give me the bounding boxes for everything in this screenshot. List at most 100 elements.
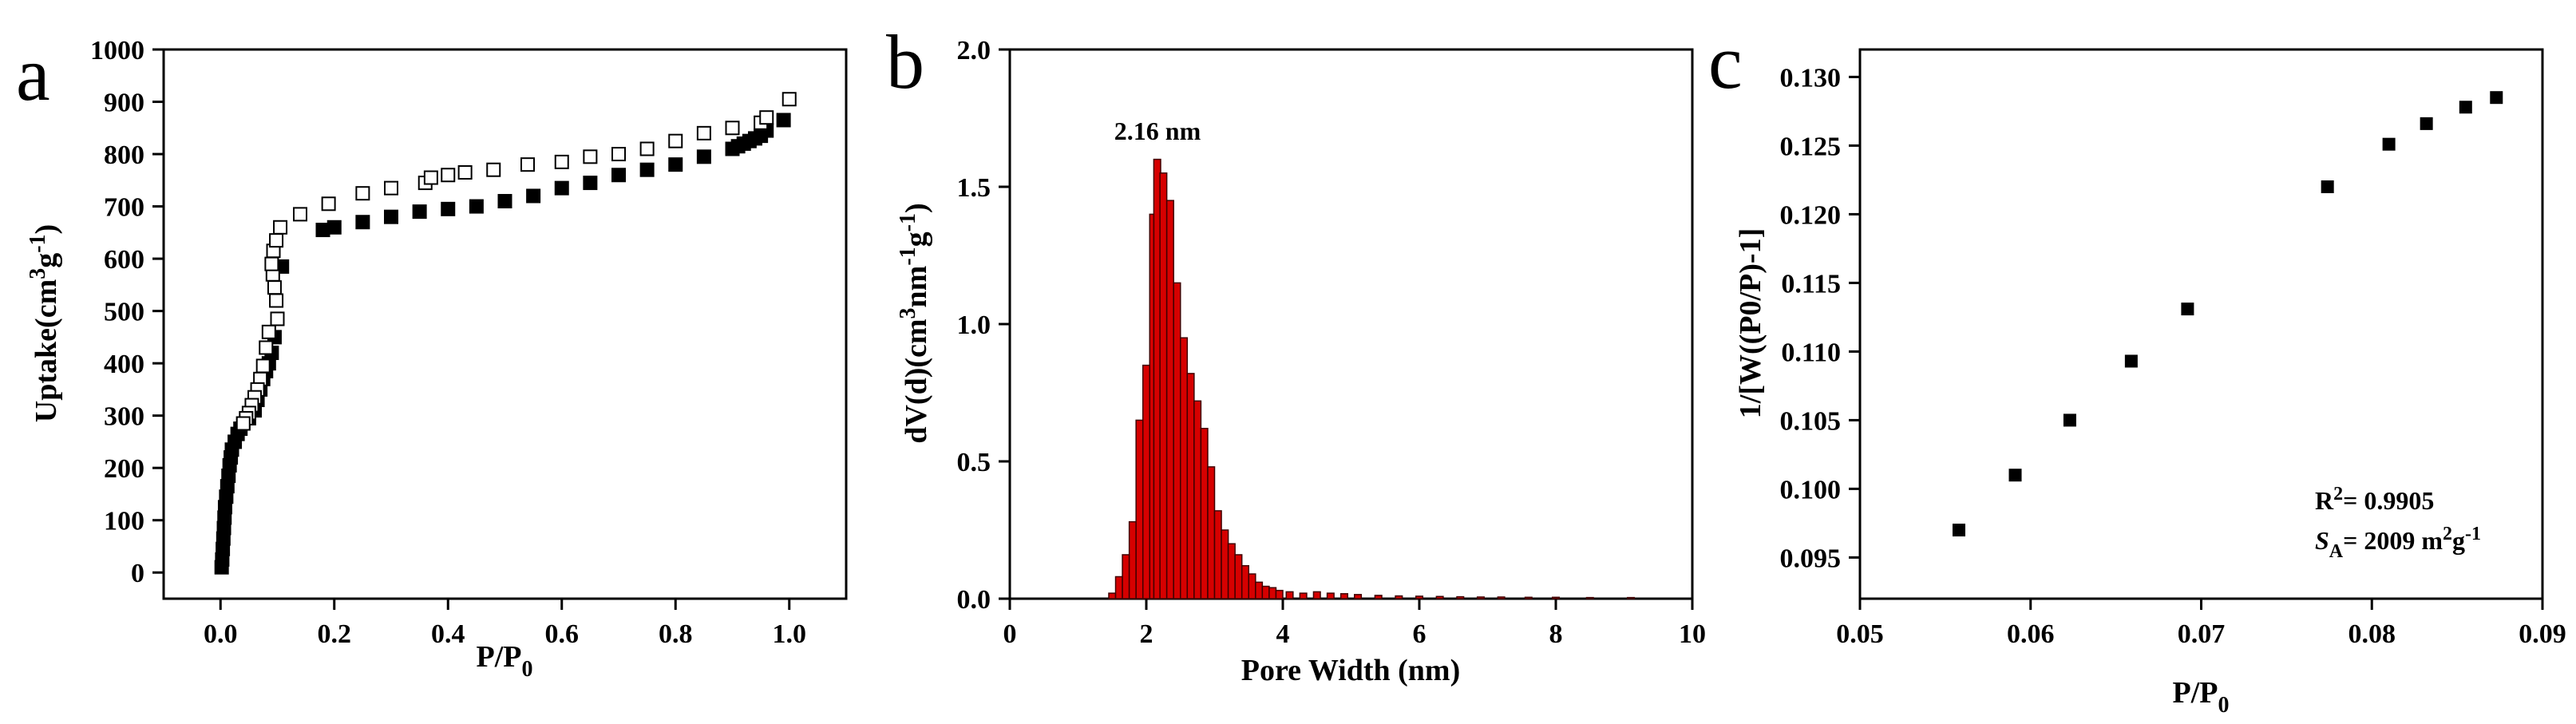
panel-0-x-tick-label: 0.8: [659, 619, 693, 649]
desorption-point: [273, 220, 288, 235]
pore-distribution-bar: [1221, 529, 1229, 599]
panel-b-pore-size-chart: b 0 2 4 6 8 10 0.0 0.5 1.0 1.5 2.0 2.16 nm Pore Wi…: [886, 19, 1706, 687]
desorption-point: [264, 256, 279, 271]
panel-0-x-tick-label: 0.4: [431, 619, 465, 649]
pore-distribution-bar: [1551, 596, 1561, 599]
panel-b-ticks: 0 2 4 6 8 10 0.0 0.5 1.0 1.5 2.0: [957, 36, 1707, 649]
pore-distribution-bar: [1241, 564, 1249, 599]
panel-2-x-tick-label: 0.06: [2007, 619, 2055, 649]
panel-c-x-axis-title: P/P0: [2173, 676, 2230, 718]
pore-distribution-bar: [1165, 200, 1174, 599]
bet-data-point: [2382, 137, 2396, 151]
desorption-point: [270, 311, 285, 326]
panel-0-y-tick-label: 700: [104, 193, 144, 223]
adsorption-point: [776, 113, 791, 128]
pore-distribution-bar: [1354, 594, 1363, 599]
desorption-point: [554, 154, 569, 169]
panel-a-ticks: 0.0 0.2 0.4 0.6 0.8 1.0 0 100 200 300 400 500 600 700…: [90, 36, 806, 649]
bet-data-point: [2124, 354, 2138, 368]
bet-data-point: [2063, 413, 2076, 427]
panel-0-y-tick-label: 1000: [90, 36, 144, 65]
pore-distribution-bar: [1207, 466, 1216, 599]
pore-distribution-bar: [1108, 592, 1117, 599]
desorption-point: [639, 141, 655, 156]
desorption-point: [423, 170, 438, 185]
desorption-point: [293, 207, 307, 222]
panel-2-y-tick-label: 0.125: [1780, 132, 1842, 161]
desorption-point: [384, 180, 398, 196]
panel-a-letter: a: [16, 31, 50, 117]
pore-distribution-bar: [1339, 593, 1348, 599]
pore-distribution-bar: [1186, 373, 1195, 599]
pore-distribution-bar: [1193, 400, 1202, 599]
panel-c-bet-plot: c 0.05 0.06 0.07 0.08 0.09 0.095 0.100 0.105 0.1…: [1708, 19, 2566, 718]
panel-2-y-tick-label: 0.095: [1780, 544, 1842, 573]
desorption-point: [261, 324, 276, 339]
panel-0-y-tick-label: 400: [104, 350, 144, 379]
desorption-point: [321, 196, 336, 212]
desorption-point: [611, 147, 626, 162]
pore-distribution-bar: [1159, 172, 1168, 599]
panel-1-x-tick-label: 2: [1140, 619, 1153, 649]
panel-a-isotherm-chart: a 0.0 0.2 0.4 0.6 0.8 1.0 0 100 200 300 400 500 600 7…: [16, 31, 848, 682]
pore-distribution-bar: [1128, 520, 1137, 599]
desorption-point: [269, 233, 284, 248]
panel-2-y-tick-label: 0.100: [1780, 475, 1842, 504]
panel-2-x-tick-label: 0.07: [2178, 619, 2226, 649]
desorption-point: [486, 162, 501, 177]
panel-c-y-axis-title: 1/[W((P0/P)-1]: [1734, 228, 1767, 418]
adsorption-point: [583, 176, 598, 191]
panel-2-x-tick-label: 0.09: [2519, 619, 2566, 649]
desorption-point: [782, 92, 797, 107]
panel-0-x-tick-label: 0.2: [318, 619, 352, 649]
panel-1-y-tick-label: 1.0: [957, 311, 991, 340]
desorption-point: [441, 168, 456, 183]
panel-0-x-tick-label: 0.0: [204, 619, 238, 649]
pore-distribution-bar: [1415, 595, 1424, 599]
panel-b-peak-label: 2.16 nm: [1114, 117, 1201, 145]
panel-2-y-tick-label: 0.110: [1781, 338, 1841, 367]
pore-distribution-bar: [1326, 592, 1335, 599]
desorption-point: [235, 416, 251, 431]
panel-1-x-tick-label: 0: [1003, 619, 1017, 649]
adsorption-point: [355, 215, 370, 230]
adsorption-point: [469, 199, 484, 214]
panel-0-y-tick-label: 600: [104, 245, 144, 275]
desorption-point: [668, 133, 683, 148]
pore-distribution-bar: [1122, 554, 1130, 599]
pore-distribution-bar: [1435, 595, 1444, 599]
panel-0-y-tick-label: 200: [104, 454, 144, 484]
desorption-point: [355, 186, 370, 201]
pore-distribution-bar: [1261, 585, 1270, 599]
panel-0-y-tick-label: 800: [104, 140, 144, 170]
panel-a-plot-frame: [162, 48, 848, 600]
adsorption-point: [497, 194, 512, 209]
panel-c-plot-frame: [1858, 48, 2544, 600]
panel-b-bars: [1108, 158, 1636, 599]
bet-data-point: [2420, 117, 2433, 130]
panel-b-y-axis-title: dV(d)(cm3nm-1g-1): [896, 203, 933, 443]
adsorption-point: [554, 180, 569, 196]
pore-distribution-bar: [1213, 510, 1222, 599]
pore-distribution-bar: [1227, 543, 1236, 599]
adsorption-point: [668, 157, 683, 172]
pore-distribution-bar: [1173, 282, 1181, 599]
adsorption-point: [326, 220, 342, 235]
panel-a-x-axis-title: P/P0: [477, 640, 533, 682]
panel-1-y-tick-label: 0.5: [957, 448, 991, 477]
pore-distribution-bar: [1180, 337, 1189, 599]
pore-distribution-bar: [1285, 591, 1294, 599]
adsorption-point: [441, 201, 456, 216]
panel-1-y-tick-label: 1.5: [957, 173, 991, 203]
pore-distribution-bar: [1255, 581, 1264, 599]
desorption-point: [759, 110, 774, 125]
panel-0-y-tick-label: 900: [104, 89, 144, 118]
panel-b-x-axis-title: Pore Width (nm): [1241, 654, 1460, 687]
panel-0-y-tick-label: 0: [131, 559, 144, 588]
panel-1-x-tick-label: 10: [1679, 619, 1706, 649]
pore-distribution-bar: [1395, 595, 1403, 599]
panel-a-data-points: [214, 92, 797, 575]
adsorption-point: [696, 149, 711, 164]
bet-data-point: [2008, 469, 2022, 482]
